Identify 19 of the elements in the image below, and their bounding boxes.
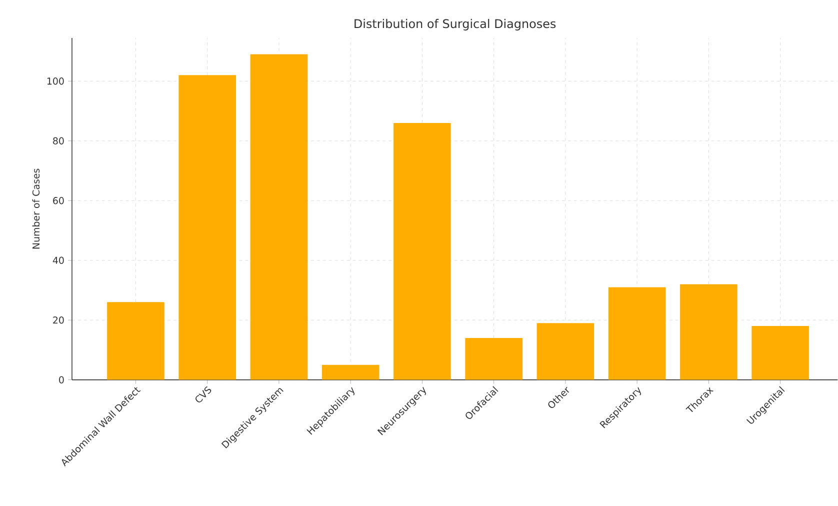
y-tick-label: 60 xyxy=(53,197,64,204)
bar xyxy=(107,302,164,380)
bar xyxy=(465,338,522,380)
bar xyxy=(250,54,308,380)
bar xyxy=(536,323,594,380)
bar xyxy=(394,123,451,380)
x-tick-label: CVS xyxy=(196,386,212,402)
y-tick-label: 0 xyxy=(59,376,64,384)
bar xyxy=(608,287,666,380)
bar xyxy=(752,326,809,380)
y-tick-label: 40 xyxy=(52,256,64,264)
y-tick-label: 100 xyxy=(47,78,64,85)
y-tick-label: 20 xyxy=(53,316,64,324)
bar xyxy=(178,75,236,380)
y-axis-title: Number of Cases xyxy=(32,168,40,249)
bar xyxy=(680,284,738,380)
chart-title: Distribution of Surgical Diagnoses xyxy=(354,19,556,31)
y-tick-label: 80 xyxy=(53,137,64,145)
bar xyxy=(322,365,380,380)
